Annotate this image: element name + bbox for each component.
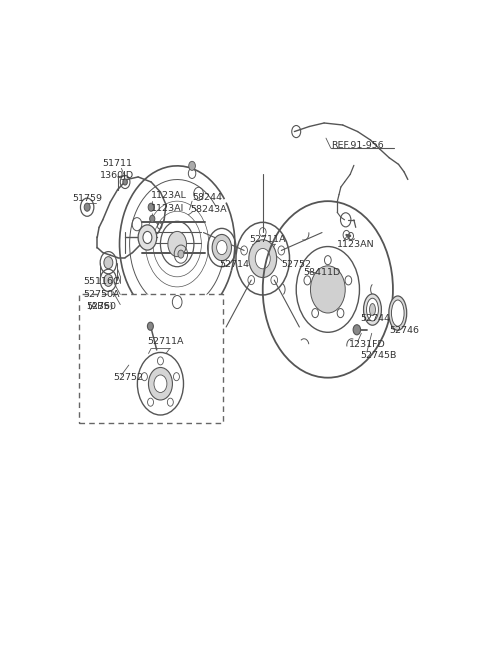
Circle shape [212, 234, 231, 261]
Circle shape [255, 248, 270, 269]
Text: 55116C: 55116C [83, 277, 120, 286]
Text: 51759: 51759 [72, 194, 102, 202]
Circle shape [353, 325, 360, 335]
Circle shape [104, 257, 113, 269]
Text: 1123AI: 1123AI [151, 204, 184, 214]
Circle shape [311, 266, 345, 313]
Text: 52750A: 52750A [83, 290, 120, 299]
Text: 58243A: 58243A [190, 205, 227, 214]
Text: 52745B: 52745B [360, 352, 397, 360]
Text: 52714: 52714 [219, 259, 249, 269]
Circle shape [148, 203, 154, 212]
Circle shape [84, 203, 90, 212]
Text: 1360JD: 1360JD [100, 171, 134, 180]
Circle shape [143, 231, 152, 244]
Text: REF.91-956: REF.91-956 [331, 141, 384, 150]
Text: 1123AL: 1123AL [151, 191, 187, 200]
Circle shape [138, 225, 157, 250]
Ellipse shape [392, 300, 404, 326]
FancyBboxPatch shape [79, 294, 223, 422]
Text: 1231FD: 1231FD [349, 341, 386, 349]
Circle shape [189, 161, 195, 170]
Text: 51711: 51711 [103, 159, 133, 168]
Circle shape [123, 179, 127, 185]
Text: 52752: 52752 [281, 259, 312, 269]
Circle shape [104, 274, 113, 286]
Text: 52744: 52744 [360, 314, 391, 323]
Ellipse shape [367, 298, 378, 321]
Text: (ABS): (ABS) [87, 302, 113, 311]
Circle shape [249, 240, 276, 278]
Text: 52711A: 52711A [147, 337, 184, 346]
Circle shape [216, 240, 227, 255]
Ellipse shape [370, 303, 375, 316]
Circle shape [147, 322, 154, 330]
Circle shape [168, 231, 186, 257]
Text: 52746: 52746 [389, 326, 419, 335]
Text: 52752: 52752 [113, 373, 143, 382]
Text: 52760: 52760 [86, 302, 116, 311]
Text: 52711A: 52711A [249, 236, 286, 244]
Ellipse shape [363, 294, 382, 326]
Circle shape [150, 215, 155, 222]
Text: 1123AN: 1123AN [337, 240, 375, 248]
Text: 58411D: 58411D [304, 269, 341, 277]
Text: 58244: 58244 [192, 193, 222, 202]
Circle shape [148, 367, 172, 400]
Circle shape [154, 375, 167, 392]
Ellipse shape [389, 296, 407, 330]
Circle shape [178, 250, 184, 258]
